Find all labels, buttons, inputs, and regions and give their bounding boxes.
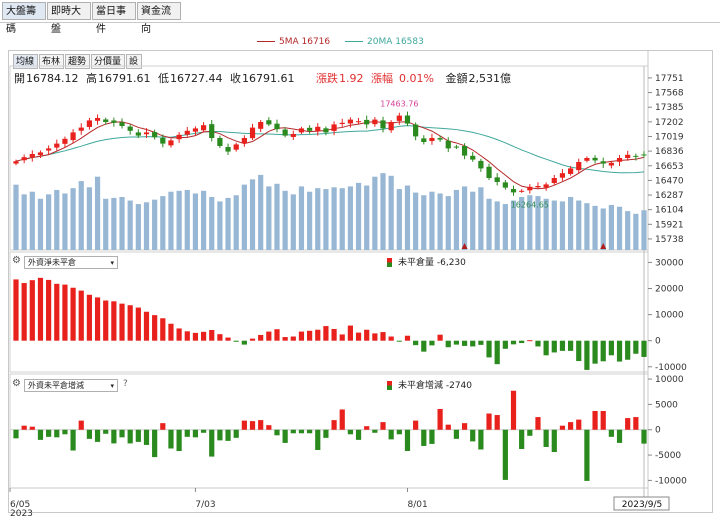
chevron-down-icon: ▾ xyxy=(110,382,114,390)
oi-legend-label: 未平倉量 -6,230 xyxy=(398,258,466,268)
pct-label: 漲幅 xyxy=(371,72,393,85)
quote-line: 開16784.12 高16791.61 低16727.44 收16791.61 … xyxy=(14,70,515,86)
foreign-oi-selector[interactable]: 外資淨未平倉 ▾ xyxy=(24,256,118,269)
ma20-legend-line-icon xyxy=(345,41,363,42)
ma5-legend: 5MA 16716 xyxy=(257,37,330,47)
high-label: 高 xyxy=(86,72,97,85)
tab-market-chips[interactable]: 大盤籌碼 xyxy=(2,2,46,35)
trend-button[interactable]: 趨勢 xyxy=(65,54,90,69)
close-value: 16791.61 xyxy=(242,72,295,85)
ma-button[interactable]: 均線 xyxy=(13,54,38,69)
oi-legend: 未平倉量 -6,230 xyxy=(387,255,466,268)
oi-change-legend-label: 未平倉增減 -2740 xyxy=(398,381,473,391)
bollinger-button[interactable]: 布林 xyxy=(39,54,64,69)
chart-frame xyxy=(8,50,713,513)
close-label: 收 xyxy=(230,72,241,85)
change-label: 漲跌 xyxy=(316,72,338,85)
open-value: 16784.12 xyxy=(26,72,79,85)
oi-change-legend: 未平倉增減 -2740 xyxy=(387,378,472,391)
low-label: 低 xyxy=(158,72,169,85)
amount-label: 金額 xyxy=(445,72,468,85)
help-icon[interactable]: ? xyxy=(123,379,128,389)
ma5-legend-line-icon xyxy=(257,41,275,42)
ma20-legend-label: 20MA 16583 xyxy=(367,37,424,47)
price-volume-button[interactable]: 分價量 xyxy=(91,54,125,69)
tab-fund-flow[interactable]: 資金流向 xyxy=(137,2,181,35)
high-value: 16791.61 xyxy=(98,72,151,85)
ma20-legend: 20MA 16583 xyxy=(345,37,424,47)
chevron-down-icon: ▾ xyxy=(110,259,114,267)
foreign-oi-selector-label: 外資淨未平倉 xyxy=(28,258,76,267)
foreign-oi-change-selector-label: 外資未平倉增減 xyxy=(28,381,84,390)
tab-daily-events[interactable]: 當日事件 xyxy=(92,2,136,35)
tab-realtime-market[interactable]: 即時大盤 xyxy=(47,2,91,35)
gear-icon[interactable]: ⚙ xyxy=(12,378,21,389)
open-label: 開 xyxy=(14,72,25,85)
gear-icon[interactable]: ⚙ xyxy=(12,255,21,266)
tab-bar: 大盤籌碼 即時大盤 當日事件 資金流向 xyxy=(0,0,720,35)
settings-button[interactable]: 設 xyxy=(126,54,142,69)
amount-value: 2,531億 xyxy=(468,72,511,85)
ma5-legend-label: 5MA 16716 xyxy=(279,37,331,47)
foreign-oi-change-selector[interactable]: 外資未平倉增減 ▾ xyxy=(24,379,118,392)
change-value: 1.92 xyxy=(339,72,364,85)
oi-change-legend-swatch-icon xyxy=(387,381,392,390)
oi-legend-swatch-icon xyxy=(387,258,392,267)
pct-value: 0.01% xyxy=(399,72,434,85)
low-value: 16727.44 xyxy=(170,72,223,85)
